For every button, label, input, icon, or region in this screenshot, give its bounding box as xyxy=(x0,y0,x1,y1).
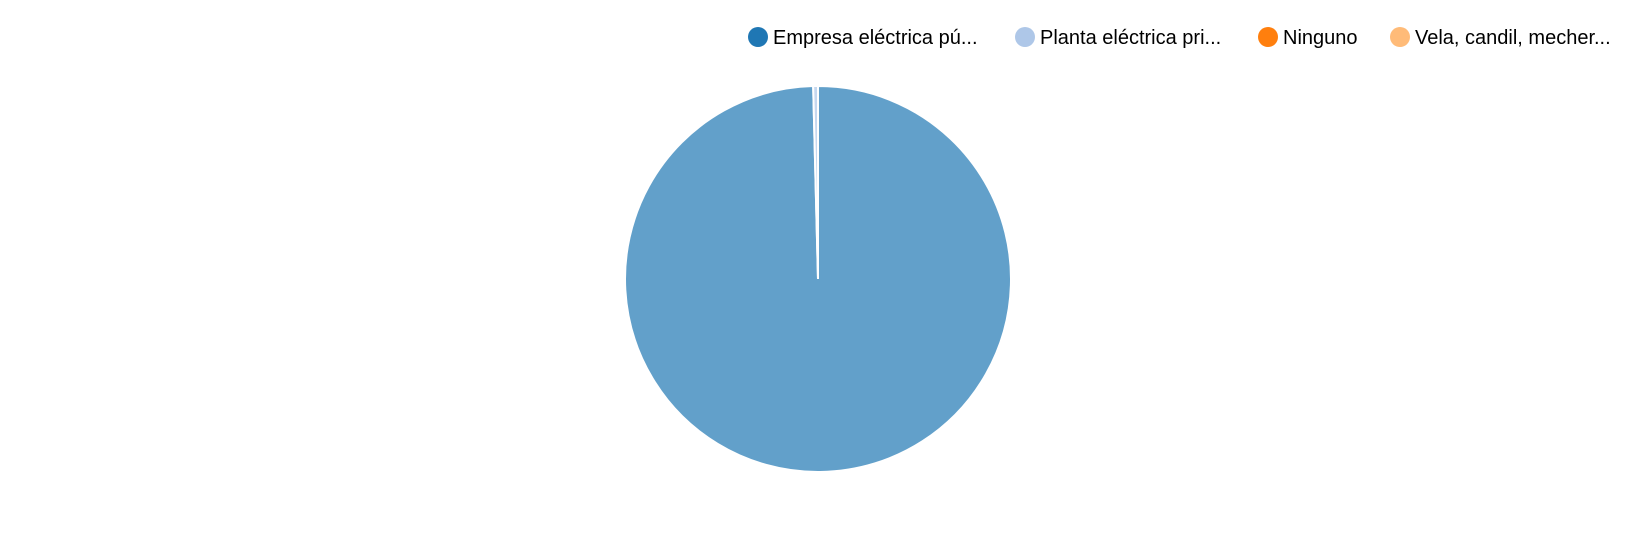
legend-label: Empresa eléctrica pú... xyxy=(773,27,978,49)
pie-slices xyxy=(624,84,1012,473)
legend-label: Vela, candil, mecher... xyxy=(1415,27,1611,49)
legend-swatch xyxy=(1015,27,1035,47)
legend-item[interactable]: Ninguno xyxy=(1258,27,1358,49)
legend: Empresa eléctrica pú... Planta eléctrica … xyxy=(748,27,1611,49)
legend-swatch xyxy=(1258,27,1278,47)
legend-label: Planta eléctrica pri... xyxy=(1040,27,1221,49)
legend-item[interactable]: Vela, candil, mecher... xyxy=(1390,27,1611,49)
legend-item[interactable]: Empresa eléctrica pú... xyxy=(748,27,978,49)
pie-slice[interactable] xyxy=(812,84,819,280)
legend-item[interactable]: Planta eléctrica pri... xyxy=(1015,27,1221,49)
legend-swatch xyxy=(1390,27,1410,47)
legend-swatch xyxy=(748,27,768,47)
legend-label: Ninguno xyxy=(1283,27,1358,49)
